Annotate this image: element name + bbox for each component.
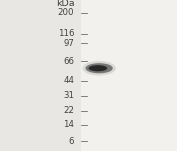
Text: 116: 116	[58, 29, 74, 39]
Text: 6: 6	[69, 137, 74, 146]
Text: kDa: kDa	[56, 0, 74, 8]
Ellipse shape	[82, 61, 116, 76]
Text: 31: 31	[63, 91, 74, 100]
Text: 200: 200	[58, 8, 74, 17]
Bar	[81, 0, 177, 151]
Text: 97: 97	[64, 39, 74, 48]
Text: 66: 66	[63, 57, 74, 66]
Text: 44: 44	[63, 76, 74, 85]
Text: 14: 14	[63, 120, 74, 129]
Ellipse shape	[89, 65, 107, 71]
Text: 22: 22	[63, 106, 74, 116]
Ellipse shape	[85, 63, 113, 73]
